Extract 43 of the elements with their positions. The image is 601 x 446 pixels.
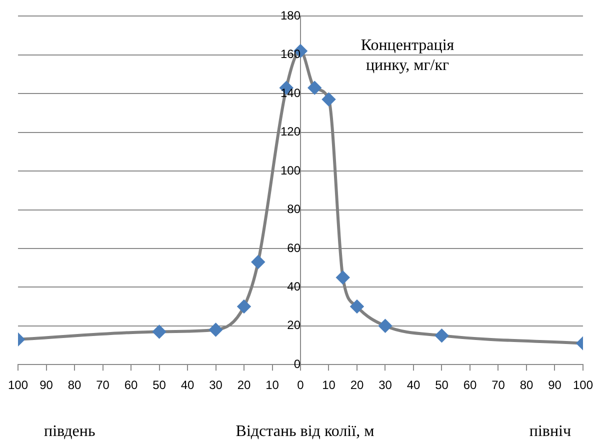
y-tick-label: 20	[287, 318, 301, 332]
y-tick-label: 140	[280, 86, 301, 100]
x-tick-label: 40	[180, 378, 194, 392]
y-tick-label: 100	[280, 163, 301, 178]
x-tick-label: 20	[350, 378, 364, 392]
point	[238, 300, 250, 314]
x-tick-label: 80	[520, 378, 534, 392]
y-tick-label: 0	[294, 356, 301, 371]
x-axis-title: Відстань від колії, м	[234, 423, 376, 441]
y-tick-label: 60	[287, 240, 301, 255]
x-tick-label: 100	[572, 378, 594, 392]
y-tick-label: 120	[280, 124, 301, 139]
point	[350, 300, 364, 314]
x-tick-label: 100	[8, 378, 28, 392]
x-tick-label: 40	[406, 378, 420, 392]
point	[378, 319, 392, 332]
x-tick-label: 70	[96, 378, 110, 392]
x-tick-label: 50	[152, 378, 166, 392]
point	[209, 323, 222, 336]
x-tick-label: 20	[237, 378, 251, 392]
y-tick-label: 180	[280, 8, 301, 23]
x-tick-label: 60	[463, 378, 477, 392]
x-tick-label: 30	[209, 378, 223, 392]
point	[252, 256, 265, 269]
y-axis-title: Концентрація цинку, мг/кг	[360, 36, 456, 76]
point	[336, 271, 350, 284]
x-tick-label: 90	[40, 378, 54, 392]
x-tick-label: 10	[322, 378, 336, 392]
text: південь	[44, 423, 96, 441]
point	[308, 81, 322, 94]
x-tick-label: 50	[435, 378, 449, 392]
x-tick-label: 10	[266, 378, 280, 392]
y-tick-label: 40	[287, 279, 301, 294]
x-tick-label: 30	[378, 378, 392, 392]
x-tick-label: 70	[492, 378, 506, 392]
text: північ	[529, 423, 571, 441]
x-tick-label: 60	[124, 378, 138, 392]
x-tick-label: 90	[548, 378, 562, 392]
point	[435, 329, 448, 342]
point	[152, 325, 166, 338]
y-tick-label: 80	[287, 202, 301, 216]
x-tick-label: 80	[68, 378, 82, 392]
point	[322, 92, 336, 106]
